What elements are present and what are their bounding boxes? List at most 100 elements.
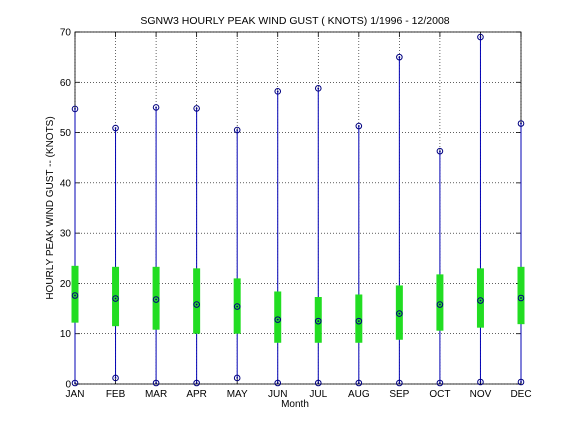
median-marker-dot (479, 299, 482, 302)
x-tick-label: OCT (429, 389, 450, 400)
x-axis-label: Month (281, 399, 309, 410)
max-marker-dot (74, 108, 76, 110)
max-marker-dot (276, 90, 279, 93)
max-marker (233, 126, 241, 134)
x-tick-label: NOV (470, 389, 492, 400)
min-marker-dot (195, 382, 198, 384)
median-marker-dot (520, 297, 522, 299)
max-marker (152, 104, 160, 111)
max-marker-dot (317, 87, 320, 90)
max-marker (396, 53, 403, 61)
median-marker-dot (195, 303, 198, 306)
min-marker (233, 374, 241, 382)
max-marker-dot (195, 107, 198, 110)
max-marker (477, 33, 484, 41)
plot-area: 0 10 20 30 40 50 60 70 JAN FEB MAR APR MAY JUN JUL AUG S… (60, 28, 532, 401)
min-marker (274, 379, 282, 387)
min-marker (355, 379, 363, 387)
chart-title: SGNW3 HOURLY PEAK WIND GUST ( KNOTS) 1/1… (140, 15, 449, 27)
median-marker (152, 296, 160, 303)
iqr-box (71, 265, 79, 323)
median-marker (355, 317, 363, 325)
max-marker (314, 85, 322, 92)
y-tick-label: 30 (60, 229, 72, 240)
min-marker-dot (317, 382, 320, 384)
iqr-box (193, 268, 201, 334)
x-tick-label: MAR (145, 389, 167, 400)
min-marker (517, 378, 525, 386)
median-marker-dot (398, 312, 401, 315)
min-marker (436, 379, 444, 387)
iqr-box (314, 297, 322, 343)
max-marker-dot (398, 56, 401, 59)
y-axis-label: HOURLY PEAK WIND GUST -- (KNOTS) (45, 116, 56, 299)
median-marker (193, 301, 200, 308)
max-marker (436, 147, 444, 155)
y-tick-label: 50 (60, 128, 72, 139)
min-marker-dot (276, 382, 279, 384)
y-tick-label: 10 (60, 329, 72, 340)
iqr-box (395, 285, 403, 340)
median-marker-dot (155, 298, 157, 301)
median-marker (71, 292, 79, 299)
iqr-box (112, 266, 120, 327)
min-marker-dot (236, 377, 239, 379)
median-marker (112, 295, 119, 302)
x-tick-label: SEP (389, 389, 409, 400)
median-marker (517, 294, 525, 302)
x-tick-label: FEB (106, 389, 126, 400)
median-marker (233, 303, 241, 310)
max-marker-dot (439, 150, 441, 153)
y-tick-label: 40 (60, 178, 72, 189)
median-marker-dot (236, 305, 239, 308)
max-marker-dot (155, 106, 157, 109)
median-marker (477, 297, 484, 304)
max-marker-dot (357, 125, 360, 127)
x-tick-label: JUN (268, 389, 287, 400)
min-marker (112, 374, 119, 382)
min-marker (71, 379, 79, 387)
median-marker-dot (276, 318, 279, 321)
x-tick-label: JUL (309, 389, 327, 400)
min-marker-dot (398, 382, 401, 384)
min-marker (477, 378, 484, 386)
max-marker-dot (479, 36, 482, 38)
x-tick-label: MAY (227, 389, 248, 400)
min-marker-dot (74, 382, 76, 384)
min-marker (314, 379, 322, 387)
min-marker (152, 379, 160, 387)
min-marker-dot (520, 381, 522, 383)
min-marker (193, 379, 200, 387)
min-marker (396, 379, 403, 387)
x-tick-label: DEC (510, 389, 531, 400)
min-marker-dot (479, 381, 482, 383)
max-marker-dot (520, 122, 522, 125)
iqr-box (436, 274, 444, 331)
max-marker (355, 122, 363, 130)
max-marker (274, 88, 282, 95)
median-marker (314, 317, 322, 325)
x-tick-label: APR (186, 389, 207, 400)
median-marker-dot (317, 320, 320, 323)
median-marker (436, 301, 444, 308)
y-tick-label: 60 (60, 78, 72, 89)
min-marker-dot (155, 382, 157, 384)
median-marker-dot (439, 303, 441, 306)
min-marker-dot (357, 382, 360, 384)
max-marker (517, 120, 525, 127)
median-marker (274, 316, 282, 323)
median-marker (396, 310, 403, 317)
y-tick-label: 20 (60, 279, 72, 290)
median-marker-dot (74, 294, 76, 297)
min-marker-dot (114, 377, 117, 379)
max-marker (193, 105, 200, 112)
max-marker (71, 105, 79, 113)
max-marker-dot (114, 127, 117, 129)
y-tick-label: 0 (65, 380, 71, 391)
min-marker-dot (439, 382, 441, 384)
y-tick-label: 70 (60, 28, 72, 39)
axes-frame (74, 31, 522, 385)
x-tick-label: JAN (66, 389, 85, 400)
